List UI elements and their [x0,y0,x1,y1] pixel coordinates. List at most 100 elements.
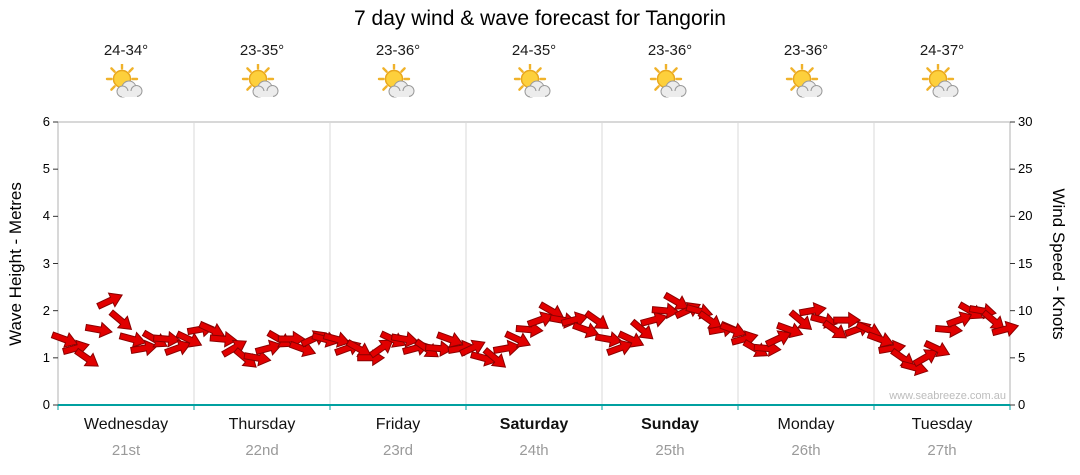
right-axis-tick-label: 20 [1018,208,1033,224]
wind-arrow [74,347,99,367]
day-weather-icon [510,62,558,106]
wind-arrow [368,339,394,359]
day-name: Thursday [228,416,296,433]
wind-arrow [584,310,609,329]
wind-arrow [424,340,454,358]
wind-arrow [764,330,792,348]
day-temperature: 23-36° [783,42,829,59]
day-date: 25th [655,442,685,459]
wind-arrow [788,309,813,331]
cloud [116,80,143,98]
wind-arrow [152,330,182,348]
wind-arrow [390,331,419,348]
wind-arrow [50,331,79,348]
wind-arrow [504,330,531,348]
sun-behind-cloud-icon [377,62,415,98]
wind-arrow [833,311,862,329]
day-name: Tuesday [911,416,973,433]
wind-arrow [991,320,1020,337]
wind-arrow [866,331,895,348]
right-axis-tick-label: 30 [1018,114,1033,129]
right-axis-tick-label: 15 [1018,255,1033,271]
right-axis-tick-label: 25 [1018,161,1033,177]
day-name: Sunday [641,416,699,433]
day-weather-icon [918,62,966,106]
day-date: 22nd [245,442,279,459]
wind-arrow [175,330,203,348]
wind-arrow [526,311,555,328]
wind-arrow [96,292,123,310]
wind-arrow [719,321,747,339]
day-temperature: 23-36° [647,42,693,59]
day-name: Monday [777,416,835,433]
cloud [524,80,551,98]
day-weather-icon [646,62,694,106]
right-axis-tick-label: 10 [1018,302,1033,318]
watermark: www.seabreeze.com.au [889,390,1006,402]
wind-arrow [492,339,521,357]
day-temperature: 23-35° [239,42,285,59]
sun-behind-cloud-icon [921,62,959,98]
day-temperature: 24-35° [511,42,557,59]
wind-arrow [482,347,507,368]
wind-arrow [322,331,351,348]
day-date: 27th [927,442,957,459]
left-axis-tick-label: 5 [42,161,50,177]
left-axis-tick-label: 3 [42,255,50,271]
left-axis-tick-label: 1 [42,349,50,365]
wind-arrow [458,339,486,357]
wind-arrow [572,321,600,339]
left-axis-tick-label: 2 [42,302,50,318]
day-date: 23rd [382,442,414,459]
wind-arrow [606,339,634,356]
sun-behind-cloud-icon [105,62,143,98]
wind-arrow [629,318,654,340]
cloud [660,80,687,98]
wind-arrow [798,301,827,319]
day-weather-icon [374,62,422,106]
cloud [932,80,959,98]
chart-title: 7 day wind & wave forecast for Tangorin [354,7,726,30]
right-axis-tick-label: 0 [1018,397,1026,412]
day-weather-icon [782,62,830,106]
wind-arrow [209,330,238,348]
wind-arrow [277,330,306,348]
day-temperature: 23-36° [375,42,421,59]
wind-arrow [776,321,804,339]
cloud [796,80,823,98]
sun-behind-cloud-icon [785,62,823,98]
wind-arrow [663,291,690,310]
left-axis-tick-label: 0 [42,397,50,412]
sun-behind-cloud-icon [241,62,279,98]
wind-arrow [912,349,939,368]
wind-arrow [946,311,974,328]
wind-arrow [118,331,147,348]
day-name: Saturday [499,416,569,433]
wind-arrow [730,330,759,347]
wind-arrow [436,331,464,348]
left-axis-tick-label: 4 [42,208,50,224]
cloud [388,80,415,98]
day-date: 26th [791,442,821,459]
wind-arrow [254,339,283,356]
sun-behind-cloud-icon [649,62,687,98]
day-temperature: 24-37° [919,42,965,59]
wind-arrow [243,349,272,367]
day-name: Friday [375,416,421,433]
wind-arrow [560,311,589,328]
wind-arrow [130,339,159,357]
day-name: Wednesday [83,416,169,433]
wind-arrow [84,321,113,339]
wind-arrow [164,339,192,356]
wind-arrow [651,302,680,320]
day-temperature: 24-34° [103,42,149,59]
wind-arrow [923,339,951,358]
right-axis-tick-label: 5 [1018,349,1026,365]
left-axis-tick-label: 6 [42,114,50,129]
cloud [252,80,279,98]
wind-arrow [640,311,668,328]
day-date: 21st [111,442,141,459]
